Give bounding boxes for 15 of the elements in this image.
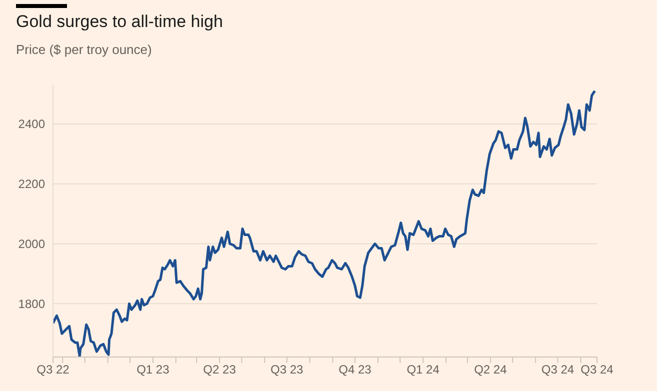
x-tick-label: Q2 23	[203, 362, 236, 377]
x-tick-label: Q2 24	[474, 362, 508, 377]
x-tick-label: Q4 23	[338, 362, 372, 377]
x-tick-label: Q3 23	[270, 362, 304, 377]
y-tick-label: 2400	[18, 117, 46, 132]
x-tick-label: Q1 23	[136, 362, 170, 377]
x-tick-label: Q3 24	[580, 362, 614, 377]
x-tick-label: Q3 22	[36, 362, 70, 377]
y-tick-label: 1800	[18, 296, 46, 311]
y-tick-label: 2200	[18, 177, 46, 192]
chart-subtitle: Price ($ per troy ounce)	[16, 42, 152, 57]
x-tick-label: Q3 24	[541, 362, 574, 377]
y-tick-label: 2000	[18, 237, 46, 252]
chart-title: Gold surges to all-time high	[16, 12, 223, 32]
x-tick-label: Q1 24	[406, 362, 440, 377]
